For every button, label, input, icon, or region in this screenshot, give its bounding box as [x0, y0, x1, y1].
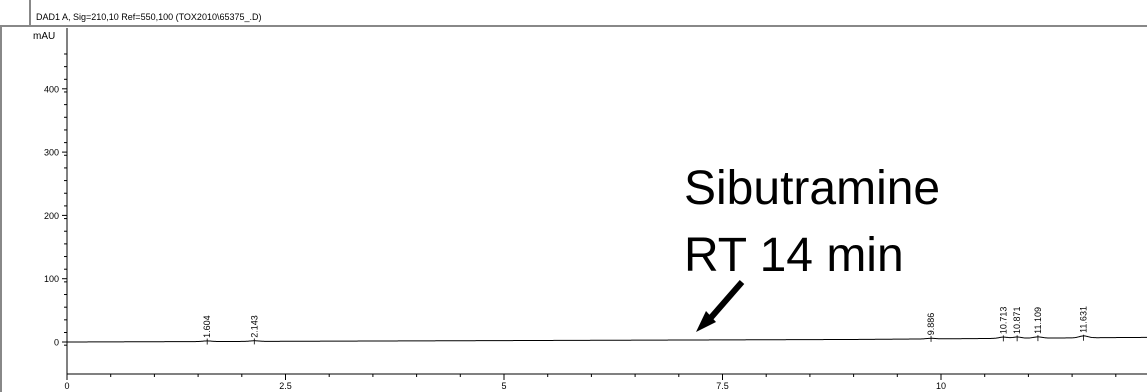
peak-label: 10.713 [998, 307, 1008, 335]
x-tick-label: 10 [936, 381, 946, 391]
x-tick-label: 5 [501, 381, 506, 391]
y-tick-label: 400 [44, 84, 59, 94]
peak-label: 11.109 [1033, 307, 1043, 334]
annotation-line1: Sibutramine [684, 162, 940, 215]
y-tick-label: 300 [44, 148, 59, 158]
x-tick-label: 0 [64, 381, 69, 391]
annotation-line2: RT 14 min [684, 229, 904, 282]
y-axis-label: mAU [33, 31, 55, 42]
x-tick-label: 2.5 [279, 381, 292, 391]
peak-label: 11.631 [1079, 306, 1089, 333]
y-tick-label: 200 [44, 211, 59, 221]
annotation-arrow-head [696, 311, 716, 332]
x-tick-label: 7.5 [716, 381, 729, 391]
peak-label: 9.886 [926, 313, 936, 336]
chart-title: DAD1 A, Sig=210,10 Ref=550,100 (TOX2010\… [36, 12, 262, 22]
peak-labels: 1.6042.1439.88610.71310.87111.10911.6311… [202, 306, 1089, 345]
peak-label: 10.871 [1012, 306, 1022, 334]
y-ticks: 0 100 200 300 400 [44, 53, 67, 348]
annotation-arrow-shaft [705, 280, 745, 323]
peak-label: 2.143 [249, 315, 259, 338]
chromatogram-trace [67, 335, 1147, 343]
x-ticks: 02.557.51012.51517.52022.5 [64, 374, 1117, 391]
y-tick-label: 100 [44, 274, 59, 284]
peak-label: 1.604 [202, 315, 212, 338]
y-tick-label: 0 [54, 338, 59, 348]
